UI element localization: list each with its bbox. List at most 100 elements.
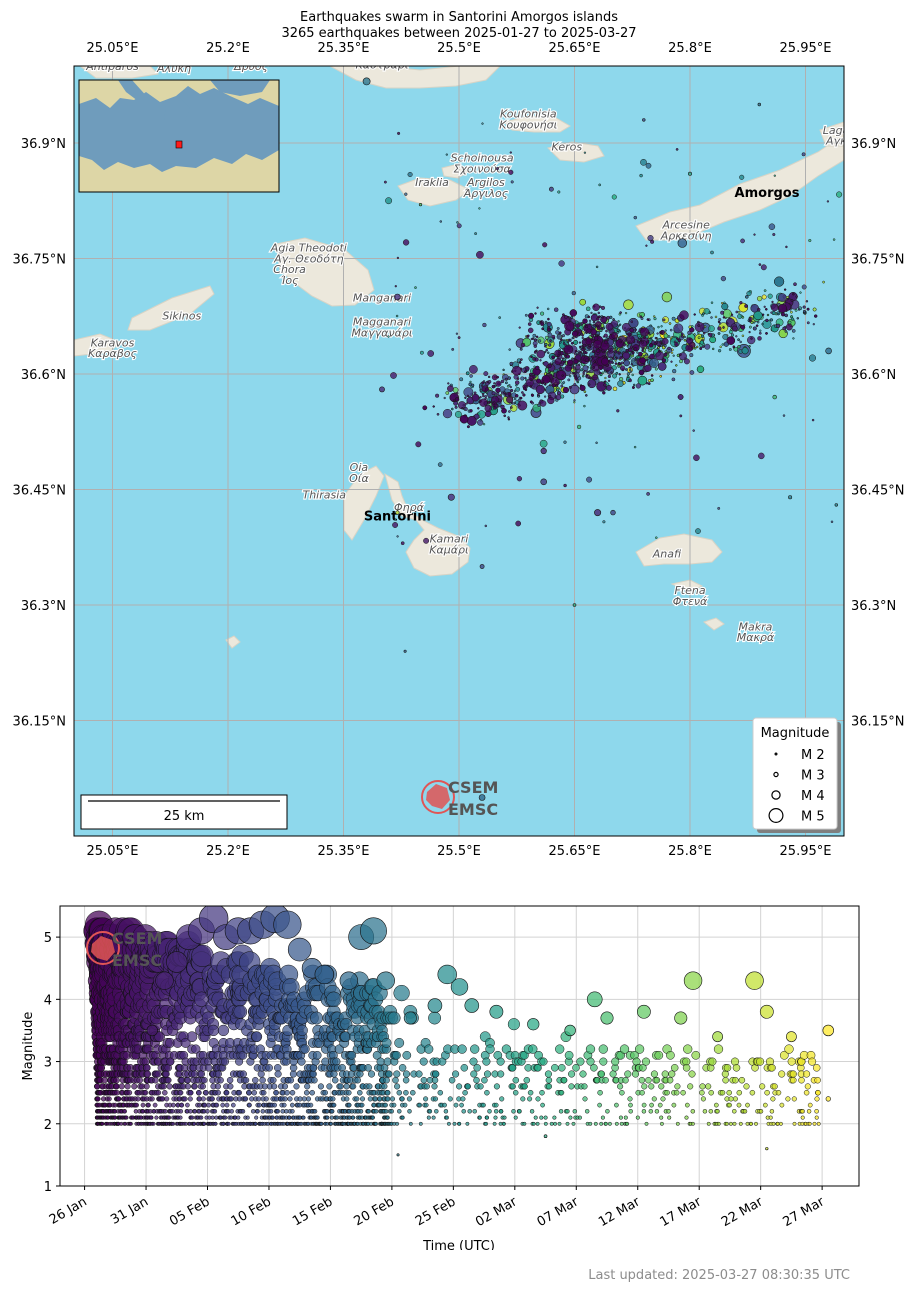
timeline-swarm-point-2287 bbox=[522, 1121, 527, 1126]
map-swarm-point-1537 bbox=[457, 336, 461, 340]
timeline-swarm-point-1085 bbox=[200, 1096, 206, 1102]
timeline-swarm-point-2299 bbox=[531, 1121, 536, 1126]
timeline-swarm-point-2549 bbox=[775, 1121, 780, 1126]
timeline-swarm-point-2508 bbox=[732, 1064, 741, 1072]
map-swarm-point-1819 bbox=[593, 336, 599, 341]
map-swarm-point-1248 bbox=[635, 383, 642, 389]
timeline-event-marker-12 bbox=[287, 937, 312, 962]
timeline-swarm-point-2198 bbox=[446, 1121, 451, 1126]
timeline-swarm-point-2561 bbox=[789, 1070, 797, 1078]
timeline-swarm-point-2250 bbox=[493, 1102, 499, 1108]
timeline-swarm-point-1933 bbox=[357, 1089, 363, 1096]
timeline-swarm-point-2230 bbox=[477, 1083, 484, 1090]
map-swarm-point-708 bbox=[546, 307, 550, 311]
legend-marker-m2 bbox=[774, 752, 778, 756]
map-swarm-point-1857 bbox=[547, 363, 552, 368]
timeline-swarm-point-1094 bbox=[202, 1121, 207, 1126]
timeline-swarm-point-2419 bbox=[644, 1121, 649, 1126]
map-swarm-point-149 bbox=[697, 336, 701, 340]
timeline-swarm-point-2147 bbox=[402, 1070, 411, 1078]
map-swarm-point-1799 bbox=[493, 406, 497, 410]
legend-box bbox=[752, 717, 838, 830]
timeline-swarm-point-1797 bbox=[335, 1115, 340, 1120]
timeline-swarm-point-2506 bbox=[732, 1096, 738, 1102]
timeline-swarm-point-2221 bbox=[470, 1070, 478, 1078]
map-swarm-point-1484 bbox=[461, 407, 464, 410]
scale-bar-label: 25 km bbox=[164, 809, 205, 824]
timeline-swarm-point-2203 bbox=[452, 1070, 460, 1078]
timeline-event-marker-26 bbox=[564, 1024, 576, 1037]
timeline-swarm-point-1324 bbox=[246, 1089, 252, 1096]
timeline-swarm-point-2256 bbox=[497, 1070, 505, 1078]
map-swarm-point-12 bbox=[612, 386, 618, 392]
timeline-swarm-point-1579 bbox=[293, 1083, 300, 1090]
island-schoinousa bbox=[441, 163, 469, 179]
map-swarm-point-1725 bbox=[456, 392, 459, 395]
timeline-logo-text-top: CSEM bbox=[112, 929, 162, 948]
map-lat-tick-right-5: 36.15°N bbox=[851, 715, 904, 730]
timeline-swarm-point-432 bbox=[118, 1083, 125, 1090]
timeline-swarm-point-1783 bbox=[330, 1070, 338, 1078]
timeline-swarm-point-1197 bbox=[217, 1024, 230, 1037]
timeline-swarm-point-2325 bbox=[555, 1044, 565, 1054]
timeline-swarm-point-974 bbox=[180, 1037, 191, 1048]
map-swarm-point-844 bbox=[508, 384, 511, 387]
map-swarm-point-935 bbox=[710, 316, 713, 319]
map-swarm-point-1233 bbox=[735, 310, 739, 314]
map-event-marker-28 bbox=[772, 394, 777, 400]
timeline-swarm-point-2050 bbox=[376, 1057, 385, 1066]
map-swarm-point-727 bbox=[505, 381, 508, 385]
map-swarm-point-812 bbox=[644, 353, 648, 357]
timeline-swarm-point-2598 bbox=[815, 1089, 821, 1096]
timeline-swarm-point-2006 bbox=[370, 1115, 375, 1120]
map-swarm-point-1466 bbox=[658, 344, 662, 348]
island-ios bbox=[275, 237, 375, 307]
map-logo-continents bbox=[426, 784, 450, 809]
timeline-swarm-point-876 bbox=[166, 1057, 175, 1066]
map-swarm-point-651 bbox=[456, 221, 459, 224]
map-swarm-point-972 bbox=[443, 396, 446, 400]
map-swarm-point-1375 bbox=[758, 331, 762, 335]
map-swarm-point-1018 bbox=[805, 300, 809, 303]
timeline-swarm-point-1374 bbox=[256, 1096, 262, 1102]
map-swarm-point-1220 bbox=[557, 391, 562, 396]
timeline-swarm-point-2320 bbox=[551, 1064, 559, 1072]
map-swarm-point-1865 bbox=[422, 405, 428, 411]
timeline-swarm-point-2585 bbox=[806, 1109, 812, 1114]
map-swarm-point-1083 bbox=[802, 305, 806, 309]
map-swarm-point-1847 bbox=[454, 405, 458, 409]
map-swarm-point-920 bbox=[768, 223, 776, 230]
map-swarm-point-934 bbox=[571, 336, 574, 340]
map-swarm-point-605 bbox=[595, 265, 599, 269]
timeline-swarm-point-2181 bbox=[428, 1011, 442, 1025]
map-swarm-point-891 bbox=[439, 220, 443, 223]
timeline-swarm-point-584 bbox=[134, 1102, 140, 1108]
map-place-label-22: Μαγγανάρι bbox=[351, 326, 412, 339]
map-place-label-16: Agia Theodoti bbox=[270, 242, 347, 255]
timeline-swarm-point-2163 bbox=[419, 1057, 428, 1066]
timeline-swarm-point-2131 bbox=[395, 1121, 400, 1126]
timeline-event-marker-35 bbox=[785, 1031, 797, 1043]
map-swarm-point-1139 bbox=[500, 391, 504, 395]
timeline-swarm-point-2538 bbox=[768, 1115, 773, 1120]
map-swarm-point-1415 bbox=[392, 522, 399, 528]
timeline-swarm-point-2452 bbox=[674, 1083, 681, 1090]
map-swarm-point-13 bbox=[670, 351, 674, 354]
map-swarm-point-432 bbox=[478, 207, 481, 210]
timeline-swarm-point-2388 bbox=[618, 1115, 623, 1120]
timeline-event-marker-32 bbox=[712, 1031, 724, 1043]
timeline-swarm-point-1428 bbox=[265, 1064, 273, 1072]
timeline-swarm-point-2416 bbox=[641, 1102, 647, 1108]
timeline-swarm-point-1987 bbox=[366, 1083, 373, 1090]
timeline-swarm-point-1244 bbox=[230, 1102, 236, 1108]
map-swarm-point-1860 bbox=[619, 340, 622, 344]
timeline-swarm-point-2594 bbox=[814, 1115, 819, 1120]
map-swarm-point-332 bbox=[582, 375, 585, 378]
map-swarm-point-1355 bbox=[464, 396, 467, 399]
map-swarm-point-1168 bbox=[657, 362, 667, 371]
map-swarm-point-658 bbox=[568, 374, 572, 378]
timeline-swarm-point-2512 bbox=[738, 1076, 746, 1084]
map-swarm-point-1905 bbox=[699, 347, 703, 350]
timeline-swarm-point-2317 bbox=[545, 1083, 553, 1090]
timeline-swarm-point-1160 bbox=[214, 1115, 219, 1120]
